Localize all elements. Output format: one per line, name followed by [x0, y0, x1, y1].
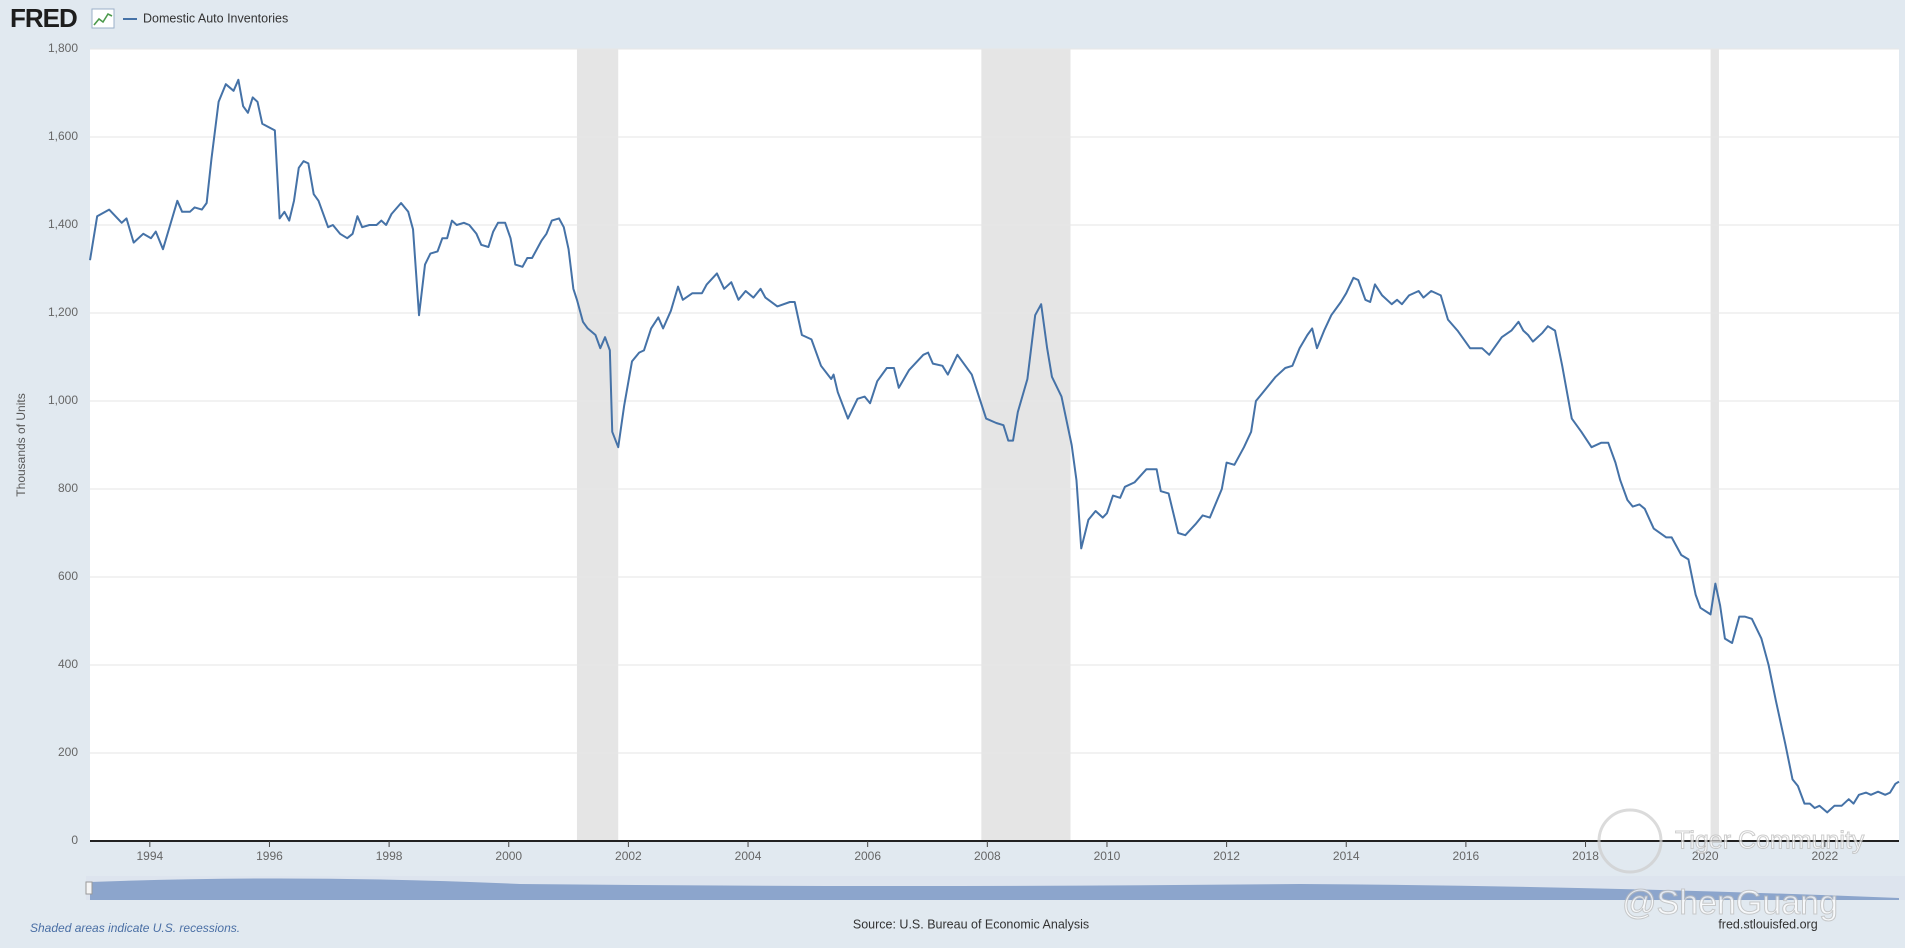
logo-icon — [91, 8, 115, 29]
x-tick-label: 2010 — [1094, 849, 1121, 863]
y-tick-label: 600 — [58, 569, 78, 583]
y-tick-label: 1,600 — [48, 129, 78, 143]
x-tick-label: 2002 — [615, 849, 642, 863]
grid-layer — [90, 48, 1899, 754]
logo[interactable]: FRED — [10, 3, 78, 33]
x-tick-label: 2004 — [735, 849, 762, 863]
y-tick-label: 1,200 — [48, 305, 78, 319]
legend-label: Domestic Auto Inventories — [143, 11, 288, 25]
y-tick-label: 800 — [58, 481, 78, 495]
x-tick-label: 2008 — [974, 849, 1001, 863]
recession-layer — [576, 49, 1719, 841]
y-tick-label: 1,800 — [48, 41, 78, 55]
recession-note: Shaded areas indicate U.S. recessions. — [30, 921, 240, 935]
x-tick-label: 1998 — [376, 849, 403, 863]
x-tick-label: 1996 — [256, 849, 283, 863]
x-tick-label: 2022 — [1811, 849, 1838, 863]
y-tick-label: 200 — [58, 745, 78, 759]
y-tick-label: 0 — [71, 833, 78, 847]
x-tick-label: 2014 — [1333, 849, 1360, 863]
x-tick-label: 2006 — [854, 849, 881, 863]
y-tick-label: 1,000 — [48, 393, 78, 407]
recession-band — [981, 49, 1071, 841]
site-link[interactable]: fred.stlouisfed.org — [1718, 917, 1817, 931]
watermark: Tiger Community @ShenGuang — [1597, 808, 1865, 922]
y-tick-label: 1,400 — [48, 217, 78, 231]
watermark-brand: Tiger Community — [1675, 827, 1865, 855]
recession-band — [1710, 49, 1719, 841]
y-tick-label: 400 — [58, 657, 78, 671]
x-tick-label: 2016 — [1453, 849, 1480, 863]
recession-band — [576, 49, 619, 841]
x-tick-label: 2012 — [1213, 849, 1240, 863]
line-layer — [89, 78, 1900, 814]
x-tick-label: 2000 — [495, 849, 522, 863]
x-tick-label: 2020 — [1692, 849, 1719, 863]
source: Source: U.S. Bureau of Economic Analysis — [853, 917, 1089, 931]
x-tick-label: 2018 — [1572, 849, 1599, 863]
watermark-handle: @ShenGuang — [1622, 884, 1838, 922]
data-line — [89, 78, 1900, 814]
x-tick-label: 1994 — [136, 849, 163, 863]
y-axis-label: Thousands of Units — [14, 393, 28, 496]
navigator — [85, 876, 1905, 900]
